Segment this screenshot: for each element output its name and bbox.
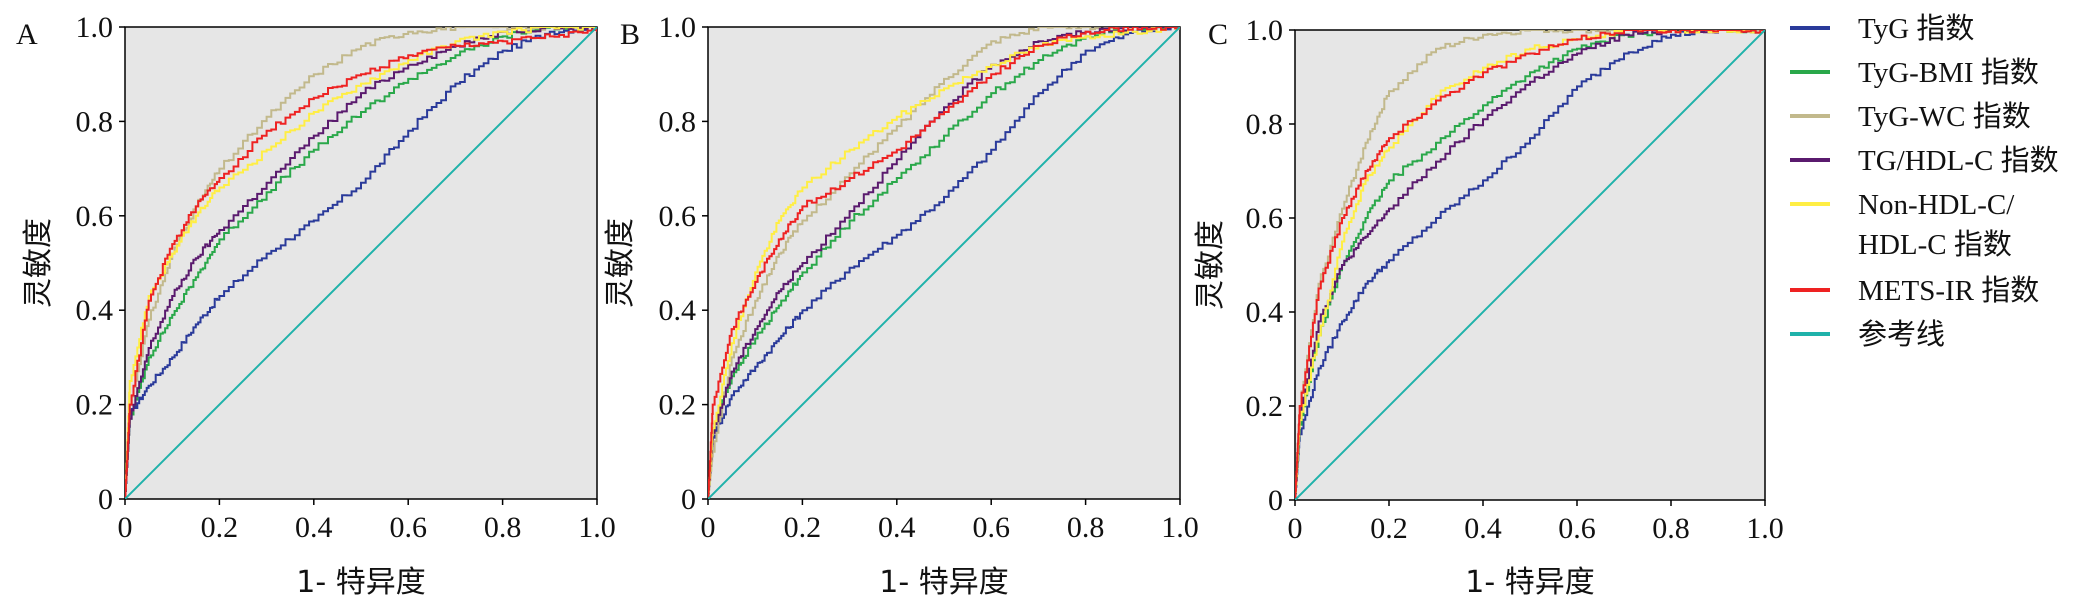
panel-label: A bbox=[16, 18, 38, 51]
panel-a: A 0 0.2 0.4 0.6 0.8 1.0 0 0.2 0.4 0.6 0.8 1.0 1- 特异度 灵… bbox=[16, 11, 616, 600]
y-tick-label: 0.2 bbox=[76, 389, 114, 422]
x-tick-label: 0.2 bbox=[201, 511, 239, 544]
x-tick-label: 0.4 bbox=[878, 511, 916, 544]
series-line bbox=[1295, 30, 1765, 500]
legend-label: Non-HDL-C/ bbox=[1858, 189, 2015, 221]
y-tick-label: 0.6 bbox=[659, 200, 697, 233]
legend-label: TyG-BMI 指数 bbox=[1858, 56, 2039, 89]
x-tick-label: 0.4 bbox=[1464, 512, 1502, 545]
legend-label: TyG-WC 指数 bbox=[1858, 100, 2031, 133]
series-line bbox=[125, 27, 597, 499]
series-line bbox=[1295, 30, 1765, 500]
x-tick-label: 0.8 bbox=[484, 511, 522, 544]
series-line bbox=[125, 28, 597, 499]
panel-label: C bbox=[1208, 18, 1228, 51]
y-tick-label: 0 bbox=[681, 483, 696, 516]
legend-label: HDL-C 指数 bbox=[1858, 228, 2012, 261]
series-line bbox=[125, 27, 597, 499]
x-tick-label: 1.0 bbox=[578, 511, 616, 544]
x-tick-label: 1.0 bbox=[1746, 512, 1784, 545]
y-tick-label: 0.4 bbox=[1246, 296, 1284, 329]
y-tick-label: 1.0 bbox=[76, 11, 114, 44]
y-tick-label: 0.2 bbox=[1246, 390, 1284, 423]
x-axis-title: 1- 特异度 bbox=[1465, 565, 1594, 600]
panel-c: C 0 0.2 0.4 0.6 0.8 1.0 0 0.2 0.4 0.6 0.8 1.0 1- 特异度 灵… bbox=[1193, 14, 1784, 600]
x-tick-label: 0.6 bbox=[972, 511, 1010, 544]
x-tick-label: 0.8 bbox=[1652, 512, 1690, 545]
x-tick-label: 0 bbox=[118, 511, 133, 544]
x-axis-title: 1- 特异度 bbox=[879, 565, 1008, 600]
y-tick-label: 0.4 bbox=[659, 294, 697, 327]
series-line bbox=[708, 27, 1180, 499]
x-tick-label: 0.8 bbox=[1067, 511, 1105, 544]
legend-label: TyG 指数 bbox=[1858, 12, 1974, 45]
series-line bbox=[1295, 30, 1765, 500]
y-axis-title: 灵敏度 bbox=[1193, 220, 1228, 310]
x-tick-label: 0 bbox=[1288, 512, 1303, 545]
x-tick-label: 0 bbox=[701, 511, 716, 544]
y-tick-label: 0.6 bbox=[1246, 202, 1284, 235]
series-line bbox=[125, 27, 597, 499]
x-tick-label: 0.2 bbox=[784, 511, 822, 544]
x-axis-title: 1- 特异度 bbox=[296, 565, 425, 600]
series-line bbox=[125, 27, 597, 499]
y-axis-title: 灵敏度 bbox=[603, 218, 638, 308]
y-tick-label: 0.4 bbox=[76, 294, 114, 327]
series-line bbox=[708, 27, 1180, 499]
y-tick-label: 0.8 bbox=[76, 105, 114, 138]
y-tick-label: 0 bbox=[1268, 484, 1283, 517]
y-tick-label: 0.8 bbox=[659, 105, 697, 138]
series-line bbox=[708, 27, 1180, 499]
x-tick-label: 0.6 bbox=[1558, 512, 1596, 545]
legend-label: TG/HDL-C 指数 bbox=[1858, 144, 2059, 177]
series-line bbox=[708, 27, 1180, 499]
series-line bbox=[1295, 30, 1765, 500]
y-tick-label: 1.0 bbox=[1246, 14, 1284, 47]
y-tick-label: 0 bbox=[98, 483, 113, 516]
y-tick-label: 0.8 bbox=[1246, 108, 1284, 141]
panel-b: B 0 0.2 0.4 0.6 0.8 1.0 0 0.2 0.4 0.6 0.8 1.0 1- 特异度 灵… bbox=[603, 11, 1199, 600]
x-tick-label: 0.2 bbox=[1370, 512, 1408, 545]
y-tick-label: 0.2 bbox=[659, 389, 697, 422]
series-line bbox=[1295, 30, 1765, 500]
x-tick-label: 1.0 bbox=[1161, 511, 1199, 544]
series-line bbox=[125, 27, 597, 499]
x-tick-label: 0.6 bbox=[389, 511, 427, 544]
series-line bbox=[708, 27, 1180, 499]
y-tick-label: 0.6 bbox=[76, 200, 114, 233]
y-tick-label: 1.0 bbox=[659, 11, 697, 44]
y-axis-title: 灵敏度 bbox=[21, 218, 56, 308]
x-tick-label: 0.4 bbox=[295, 511, 333, 544]
legend-label: METS-IR 指数 bbox=[1858, 274, 2039, 307]
series-line bbox=[708, 27, 1180, 499]
panel-label: B bbox=[620, 18, 640, 51]
legend-label: 参考线 bbox=[1858, 318, 1945, 351]
legend: TyG 指数 TyG-BMI 指数 TyG-WC 指数 TG/HDL-C 指数 Non-… bbox=[1790, 12, 2059, 351]
